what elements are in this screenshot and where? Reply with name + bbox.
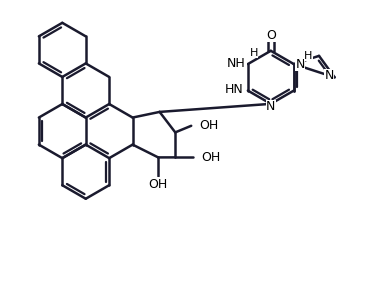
Text: OH: OH — [149, 178, 168, 191]
Text: N: N — [266, 100, 276, 113]
Text: HN: HN — [225, 83, 243, 96]
Text: OH: OH — [200, 119, 219, 132]
Text: H: H — [250, 48, 258, 58]
Text: N: N — [325, 69, 334, 82]
Text: NH: NH — [227, 57, 246, 70]
Text: N: N — [295, 57, 305, 70]
Text: O: O — [266, 28, 276, 41]
Text: OH: OH — [201, 151, 220, 164]
Text: H: H — [304, 51, 313, 61]
